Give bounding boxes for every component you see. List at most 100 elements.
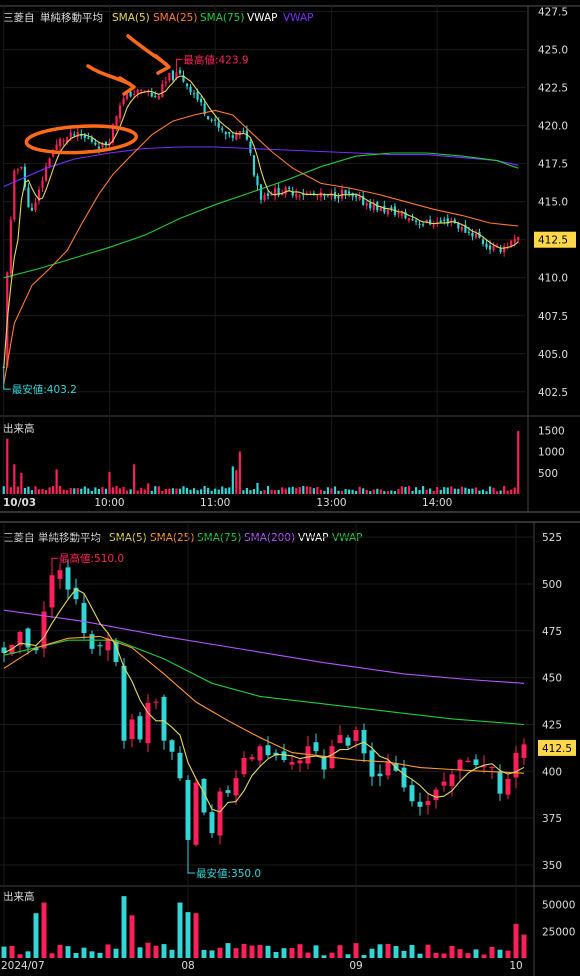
last-price-tag bbox=[538, 739, 576, 756]
volume-bar bbox=[69, 488, 72, 494]
volume-bar bbox=[263, 490, 266, 494]
legend-sma5[interactable]: SMA(5) bbox=[112, 12, 150, 24]
candle-body bbox=[305, 193, 308, 195]
volume-bar bbox=[177, 902, 183, 958]
candle-body bbox=[340, 189, 344, 199]
volume-bar bbox=[372, 489, 375, 494]
candle-body bbox=[457, 222, 460, 229]
legend-d-sma75[interactable]: SMA(75) bbox=[197, 532, 241, 544]
legend-d-vwap-2[interactable]: VWAP bbox=[332, 532, 363, 544]
legend-d-sma25[interactable]: SMA(25) bbox=[150, 532, 194, 544]
y-tick-label: 350 bbox=[542, 860, 562, 872]
volume-bar bbox=[418, 490, 421, 494]
candle-body bbox=[113, 641, 119, 662]
low-label: 最安値:403.2 bbox=[12, 383, 77, 396]
x-tick-label: 09 bbox=[349, 960, 362, 972]
candle-body bbox=[281, 193, 284, 196]
candle-body bbox=[471, 233, 474, 237]
candle-body bbox=[9, 644, 15, 655]
volume-bar bbox=[224, 488, 227, 494]
y-tick-label: 417.5 bbox=[538, 159, 568, 171]
x-tick-label: 2024/07 bbox=[1, 960, 45, 972]
candle-body bbox=[265, 745, 271, 756]
volume-bar bbox=[225, 943, 231, 958]
candle-body bbox=[192, 93, 196, 95]
candle-body bbox=[185, 83, 189, 87]
volume-bar bbox=[115, 486, 118, 494]
candle-body bbox=[44, 166, 48, 181]
volume-bar bbox=[443, 487, 446, 494]
volume-bar bbox=[185, 912, 191, 958]
legend-vwap-1[interactable]: VWAP bbox=[247, 12, 278, 24]
volume-bar bbox=[217, 489, 220, 494]
candle-body bbox=[510, 240, 513, 246]
candle-body bbox=[397, 213, 400, 215]
candle-body bbox=[289, 762, 295, 765]
intraday-legend: 三菱自 単純移動平均 SMA(5) SMA(25) SMA(75) VWAP V… bbox=[3, 11, 314, 24]
candle-body bbox=[257, 746, 263, 761]
candle-body bbox=[1, 647, 7, 653]
candle-body bbox=[129, 91, 132, 97]
candle-body bbox=[221, 128, 224, 130]
candle-body bbox=[249, 141, 252, 153]
volume-bar bbox=[182, 486, 185, 494]
volume-bar bbox=[510, 489, 513, 494]
sma200-line bbox=[3, 609, 525, 684]
volume-bar bbox=[97, 952, 103, 958]
candle-body bbox=[175, 72, 178, 79]
candle-body bbox=[121, 665, 127, 741]
volume-bar bbox=[345, 954, 351, 958]
volume-bar bbox=[168, 488, 171, 494]
volume-bar bbox=[129, 489, 132, 494]
legend-d-sma200[interactable]: SMA(200) bbox=[244, 532, 295, 544]
volume-bar bbox=[57, 944, 63, 958]
candle-body bbox=[17, 632, 23, 646]
x-tick-label: 14:00 bbox=[422, 497, 452, 509]
volume-bar bbox=[265, 945, 271, 958]
volume-bar bbox=[137, 947, 143, 958]
y-tick-label: 415.0 bbox=[538, 197, 568, 209]
volume-bar bbox=[305, 486, 308, 494]
candle-body bbox=[379, 206, 382, 212]
volume-bar bbox=[365, 489, 368, 494]
candle-body bbox=[143, 90, 146, 92]
arrow-2-head bbox=[154, 54, 171, 75]
volume-bar bbox=[333, 486, 337, 494]
candle-body bbox=[439, 220, 442, 223]
volume-bar bbox=[316, 486, 319, 494]
candle-body bbox=[129, 719, 135, 740]
legend-vwap-2[interactable]: VWAP bbox=[283, 12, 314, 24]
candle-body bbox=[25, 628, 31, 648]
volume-bar bbox=[221, 486, 224, 494]
volume-bar bbox=[330, 488, 333, 494]
candle-body bbox=[242, 131, 245, 133]
candle-body bbox=[87, 137, 90, 139]
candle-body bbox=[133, 93, 136, 95]
legend-d-sma5[interactable]: SMA(5) bbox=[109, 532, 147, 544]
x-tick-label: 11:00 bbox=[200, 497, 230, 509]
low-label: 最安値:350.0 bbox=[196, 867, 261, 880]
candle-body bbox=[492, 245, 495, 251]
candle-body bbox=[425, 219, 428, 223]
volume-bar bbox=[457, 949, 463, 958]
volume-bar bbox=[436, 487, 439, 494]
legend-sma25[interactable]: SMA(25) bbox=[153, 12, 197, 24]
volume-bar bbox=[362, 488, 365, 494]
candle-body bbox=[111, 124, 115, 143]
volume-bar bbox=[277, 489, 280, 494]
volume-bar bbox=[422, 486, 425, 494]
candle-body bbox=[513, 238, 516, 243]
volume-bar bbox=[281, 487, 284, 494]
candle-body bbox=[94, 142, 97, 145]
legend-d-vwap-1[interactable]: VWAP bbox=[298, 532, 329, 544]
volume-bar bbox=[94, 487, 97, 494]
legend-sma75[interactable]: SMA(75) bbox=[200, 12, 244, 24]
volume-bar bbox=[369, 948, 375, 958]
volume-bar bbox=[379, 489, 382, 494]
volume-bar bbox=[450, 486, 453, 494]
volume-bar bbox=[33, 913, 39, 958]
candle-body bbox=[178, 70, 182, 74]
candle-body bbox=[105, 638, 111, 651]
candle-body bbox=[521, 744, 527, 758]
candle-body bbox=[201, 778, 207, 813]
